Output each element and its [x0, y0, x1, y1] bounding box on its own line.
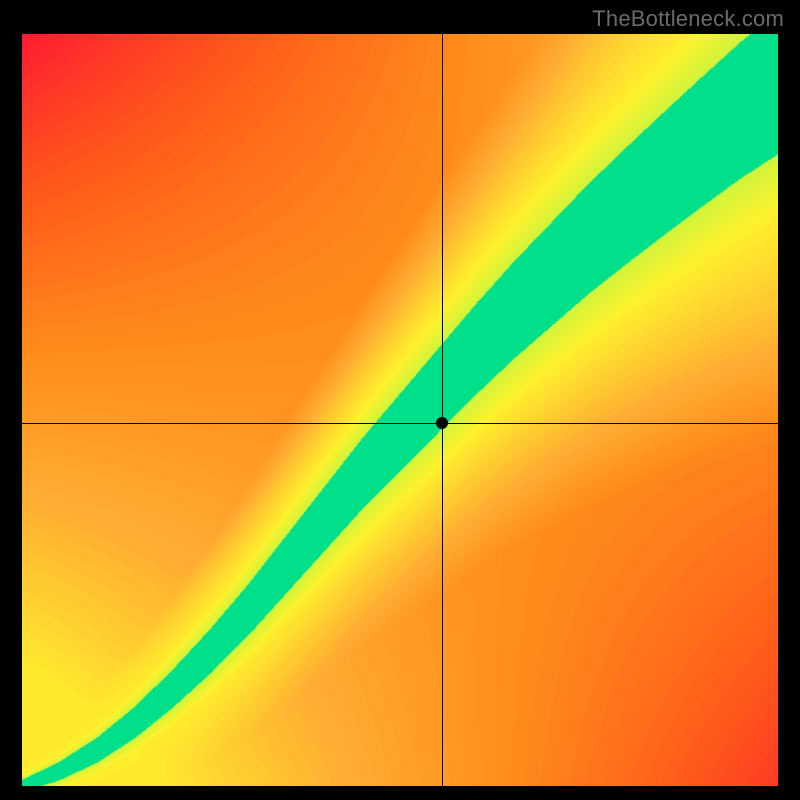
heatmap-canvas: [22, 34, 778, 786]
crosshair-horizontal: [22, 423, 778, 424]
crosshair-marker: [436, 417, 448, 429]
heatmap-plot: [22, 34, 778, 786]
watermark-text: TheBottleneck.com: [592, 6, 784, 32]
crosshair-vertical: [442, 34, 443, 786]
figure-stage: TheBottleneck.com: [0, 0, 800, 800]
